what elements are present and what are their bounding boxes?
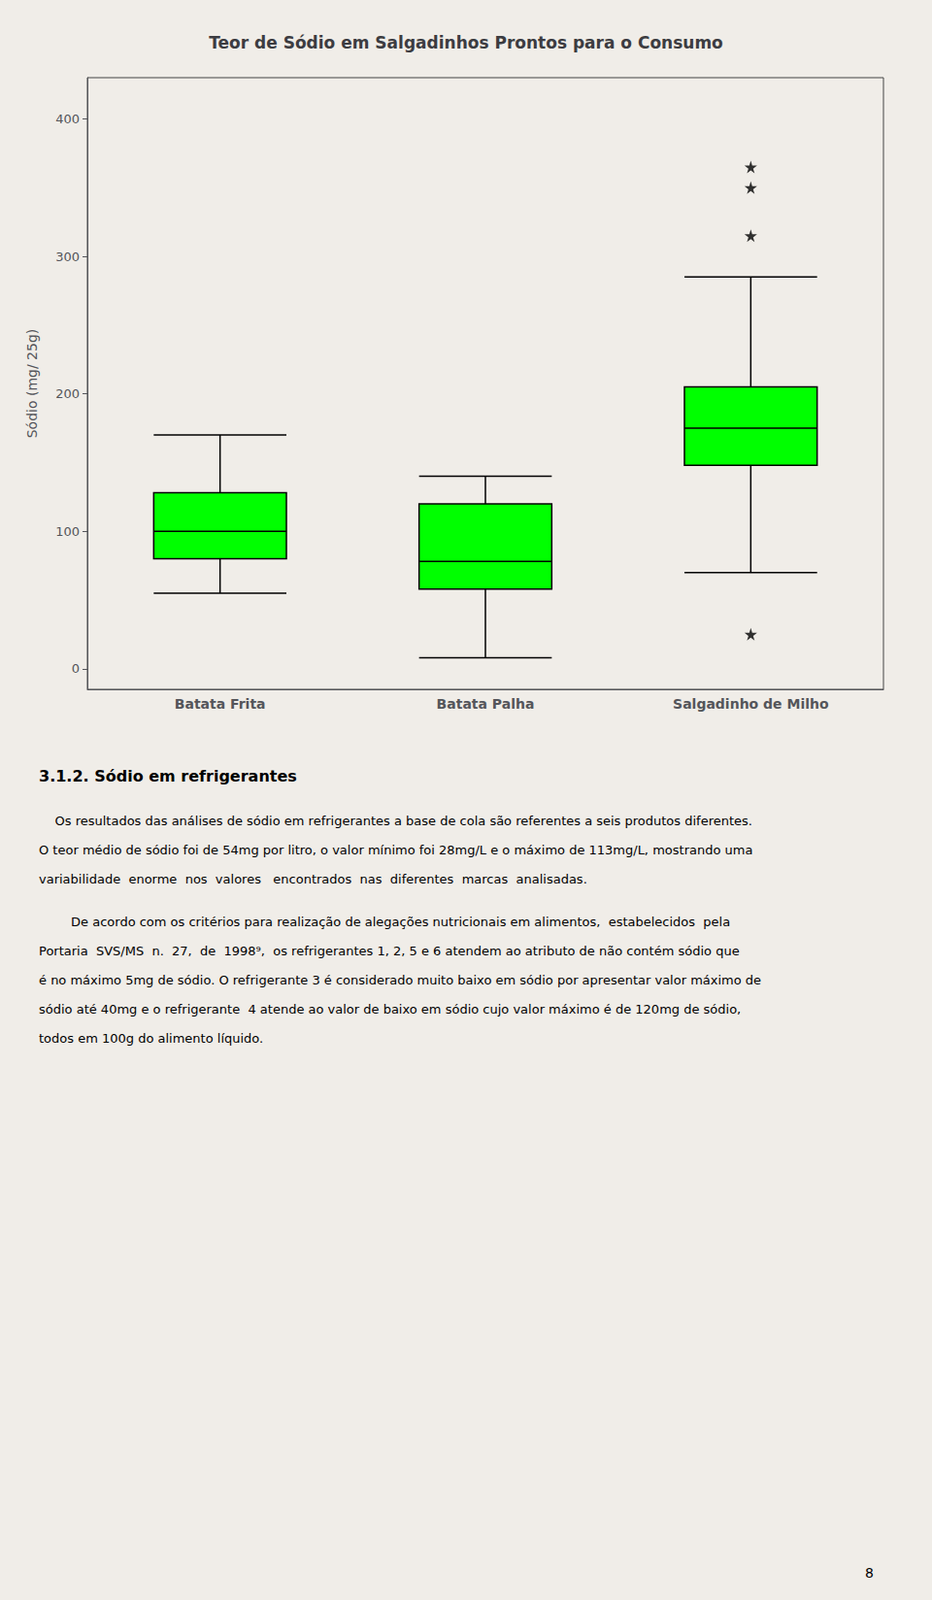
- svg-text:Sódio (mg/ 25g): Sódio (mg/ 25g): [24, 329, 40, 439]
- html-text:todos em 100g do alimento líqu: todos em 100g do alimento líquido.: [38, 1031, 264, 1046]
- svg-text:300: 300: [55, 249, 80, 265]
- svg-text:Batata Frita: Batata Frita: [174, 696, 267, 712]
- html-text:3.1.2. Sódio em refrigerantes: 3.1.2. Sódio em refrigerantes: [38, 766, 297, 786]
- svg-text:200: 200: [55, 386, 80, 401]
- svg-text:Salgadinho de Milho: Salgadinho de Milho: [672, 696, 830, 712]
- html-text:De acordo com os critérios par: De acordo com os critérios para realizaç…: [38, 914, 731, 930]
- html-text:variabilidade enorme nos valor: variabilidade enorme nos valores encontr…: [38, 871, 588, 887]
- svg-text:400: 400: [55, 111, 80, 127]
- html-text:8: 8: [865, 1564, 874, 1581]
- svg-text:Batata Palha: Batata Palha: [436, 696, 535, 712]
- html-text:é no máximo 5mg de sódio. O re: é no máximo 5mg de sódio. O refrigerante…: [38, 972, 762, 988]
- svg-text:Teor de Sódio em Salgadinhos P: Teor de Sódio em Salgadinhos Prontos par…: [208, 33, 724, 53]
- svg-text:100: 100: [55, 524, 80, 539]
- html-text:Os resultados das análises de: Os resultados das análises de sódio em r…: [38, 813, 753, 829]
- html-text:Portaria SVS/MS n. 27, de 1998: Portaria SVS/MS n. 27, de 1998⁹, os refr…: [38, 943, 740, 959]
- html-text:O teor médio de sódio foi de 5: O teor médio de sódio foi de 54mg por li…: [38, 842, 753, 858]
- svg-text:0: 0: [71, 661, 80, 676]
- html-text:sódio até 40mg e o refrigerant: sódio até 40mg e o refrigerante 4 atende…: [38, 1001, 741, 1017]
